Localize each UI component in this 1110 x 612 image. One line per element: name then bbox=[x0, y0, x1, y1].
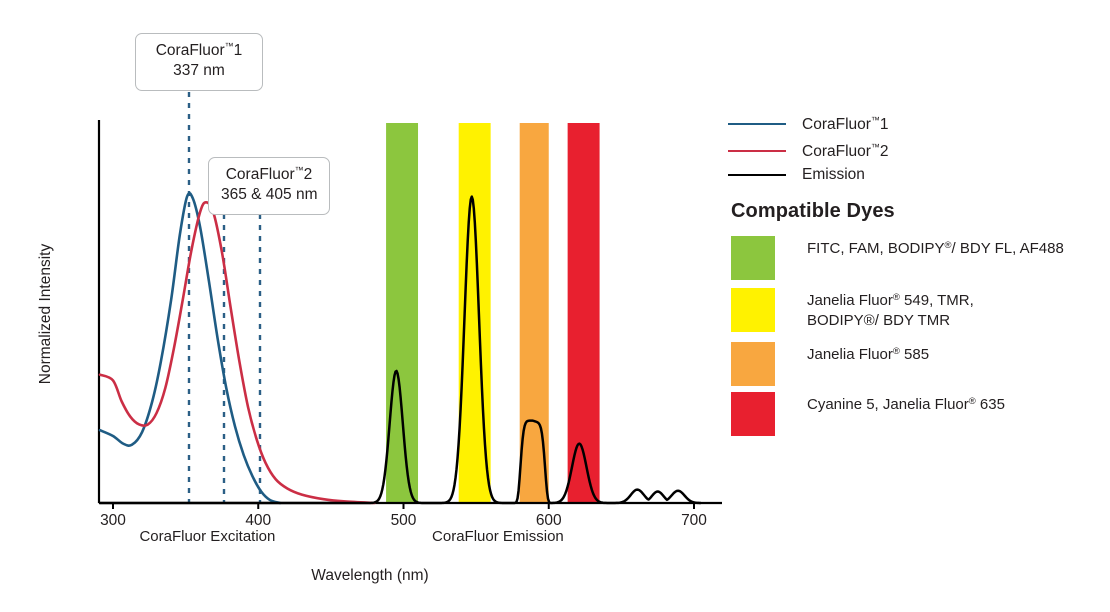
legend-item-label: CoraFluor™1 bbox=[802, 114, 889, 133]
dye-bands-group bbox=[386, 123, 600, 503]
legend-item-1[interactable]: CoraFluor™1 bbox=[728, 114, 889, 134]
dye-item-label: FITC, FAM, BODIPY®/ BDY FL, AF488 bbox=[807, 240, 1064, 257]
dye-color-swatch bbox=[731, 288, 775, 332]
legend-item-3[interactable]: Emission bbox=[728, 165, 865, 185]
axis-ticks bbox=[112, 503, 695, 509]
dye-item-label: Janelia Fluor® 585 bbox=[807, 346, 930, 363]
registered-icon: ® bbox=[892, 292, 900, 303]
red-band bbox=[567, 123, 600, 503]
dye-color-swatch bbox=[731, 392, 775, 436]
curve-emission bbox=[98, 195, 702, 505]
legend-item-label: Emission bbox=[802, 166, 865, 183]
trademark-icon: ™ bbox=[294, 165, 304, 175]
dye-item-3[interactable]: Janelia Fluor® 585 bbox=[731, 342, 929, 386]
trademark-icon: ™ bbox=[224, 41, 234, 51]
x-tick-label-700: 700 bbox=[681, 512, 707, 529]
trademark-icon: ™ bbox=[870, 114, 880, 125]
callout-corafluor-2: CoraFluor™2 365 & 405 nm bbox=[208, 157, 330, 215]
legend-line-swatch-icon bbox=[728, 150, 786, 152]
spectra-plot: CoraFluor™1 337 nm CoraFluor™2 365 & 405… bbox=[37, 33, 722, 584]
x-tick-label-500: 500 bbox=[390, 512, 417, 529]
x-tick-label-300: 300 bbox=[100, 512, 126, 529]
plot-svg bbox=[97, 92, 722, 509]
callout-2-line1: CoraFluor™2 bbox=[225, 165, 313, 183]
curve-corafluor-2 bbox=[98, 201, 376, 505]
legend-line-swatch-icon bbox=[728, 174, 786, 176]
dye-item-label: Cyanine 5, Janelia Fluor® 635 bbox=[807, 396, 1005, 413]
callout-1-line2: 337 nm bbox=[173, 62, 225, 80]
callout-corafluor-1: CoraFluor™1 337 nm bbox=[135, 33, 263, 91]
compatible-dyes-title: Compatible Dyes bbox=[731, 200, 895, 222]
curve-corafluor-1 bbox=[98, 191, 282, 505]
x-tick-label-600: 600 bbox=[535, 512, 562, 529]
x-axis-title: Wavelength (nm) bbox=[311, 567, 429, 584]
legend-panel: CoraFluor™1 CoraFluor™2 Emission Compatibl… bbox=[728, 0, 1110, 612]
legend-item-label: CoraFluor™2 bbox=[802, 141, 889, 160]
green-band bbox=[386, 123, 419, 503]
dye-color-swatch bbox=[731, 236, 775, 280]
x-tick-label-400: 400 bbox=[245, 512, 272, 529]
legend-line-swatch-icon bbox=[728, 123, 786, 125]
dye-item-4[interactable]: Cyanine 5, Janelia Fluor® 635 bbox=[731, 392, 1005, 436]
dye-item-1[interactable]: FITC, FAM, BODIPY®/ BDY FL, AF488 bbox=[731, 236, 1064, 280]
registered-icon: ® bbox=[892, 346, 900, 357]
dye-item-2[interactable]: Janelia Fluor® 549, TMR, BODIPY®/ BDY TM… bbox=[731, 288, 974, 332]
emission-region-label: CoraFluor Emission bbox=[432, 528, 564, 545]
y-axis-title: Normalized Intensity bbox=[37, 243, 54, 385]
registered-icon: ® bbox=[944, 240, 952, 251]
excitation-region-label: CoraFluor Excitation bbox=[139, 528, 276, 545]
dye-color-swatch bbox=[731, 342, 775, 386]
callout-2-line2: 365 & 405 nm bbox=[221, 186, 318, 204]
dye-item-label: Janelia Fluor® 549, TMR, BODIPY®/ BDY TM… bbox=[807, 292, 974, 329]
callout-1-line1: CoraFluor™1 bbox=[155, 41, 243, 59]
excitation-marker-lines bbox=[187, 92, 262, 503]
trademark-icon: ™ bbox=[870, 141, 880, 152]
legend-item-2[interactable]: CoraFluor™2 bbox=[728, 141, 889, 161]
registered-icon: ® bbox=[968, 396, 976, 407]
